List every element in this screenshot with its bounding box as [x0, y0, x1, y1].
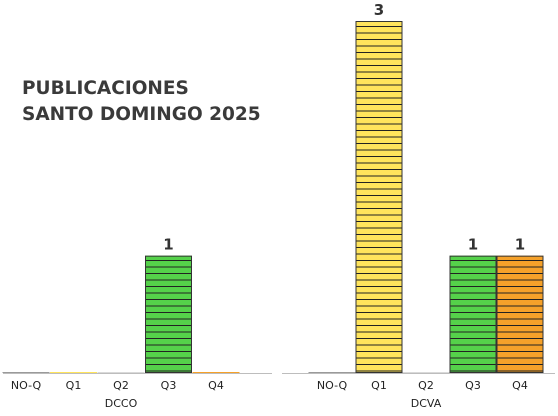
bar-dcco-q3	[145, 255, 192, 373]
tick-label-dcva-q1: Q1	[371, 379, 387, 392]
tick-label-dcco-q3: Q3	[161, 379, 177, 392]
bar-dcva-q1	[355, 21, 403, 373]
data-label-dcva-q3: 1	[468, 236, 478, 254]
tick-label-dcco-q2: Q2	[113, 379, 129, 392]
tick-label-dcva-q3: Q3	[465, 379, 481, 392]
tick-label-dcco-q1: Q1	[66, 379, 82, 392]
group-label-dcva: DCVA	[411, 397, 442, 410]
data-label-dcco-q3: 1	[163, 236, 173, 254]
bar-dcva-q4	[496, 255, 544, 373]
chart-title-line-2: SANTO DOMINGO 2025	[22, 104, 261, 125]
tick-label-dcva-q2: Q2	[418, 379, 434, 392]
tick-label-dcva-q4: Q4	[512, 379, 528, 392]
tick-label-dcco-q4: Q4	[208, 379, 224, 392]
data-label-dcva-q1: 3	[374, 1, 384, 19]
tick-label-dcva-no-q: NO-Q	[317, 379, 348, 392]
group-label-dcco: DCCO	[105, 397, 138, 410]
bar-dcva-q3	[449, 255, 497, 373]
chart-title-line-1: PUBLICACIONES	[22, 78, 189, 99]
data-label-dcva-q4: 1	[515, 236, 525, 254]
chart-title: PUBLICACIONES SANTO DOMINGO 2025	[22, 76, 261, 128]
tick-label-dcco-no-q: NO-Q	[11, 379, 42, 392]
